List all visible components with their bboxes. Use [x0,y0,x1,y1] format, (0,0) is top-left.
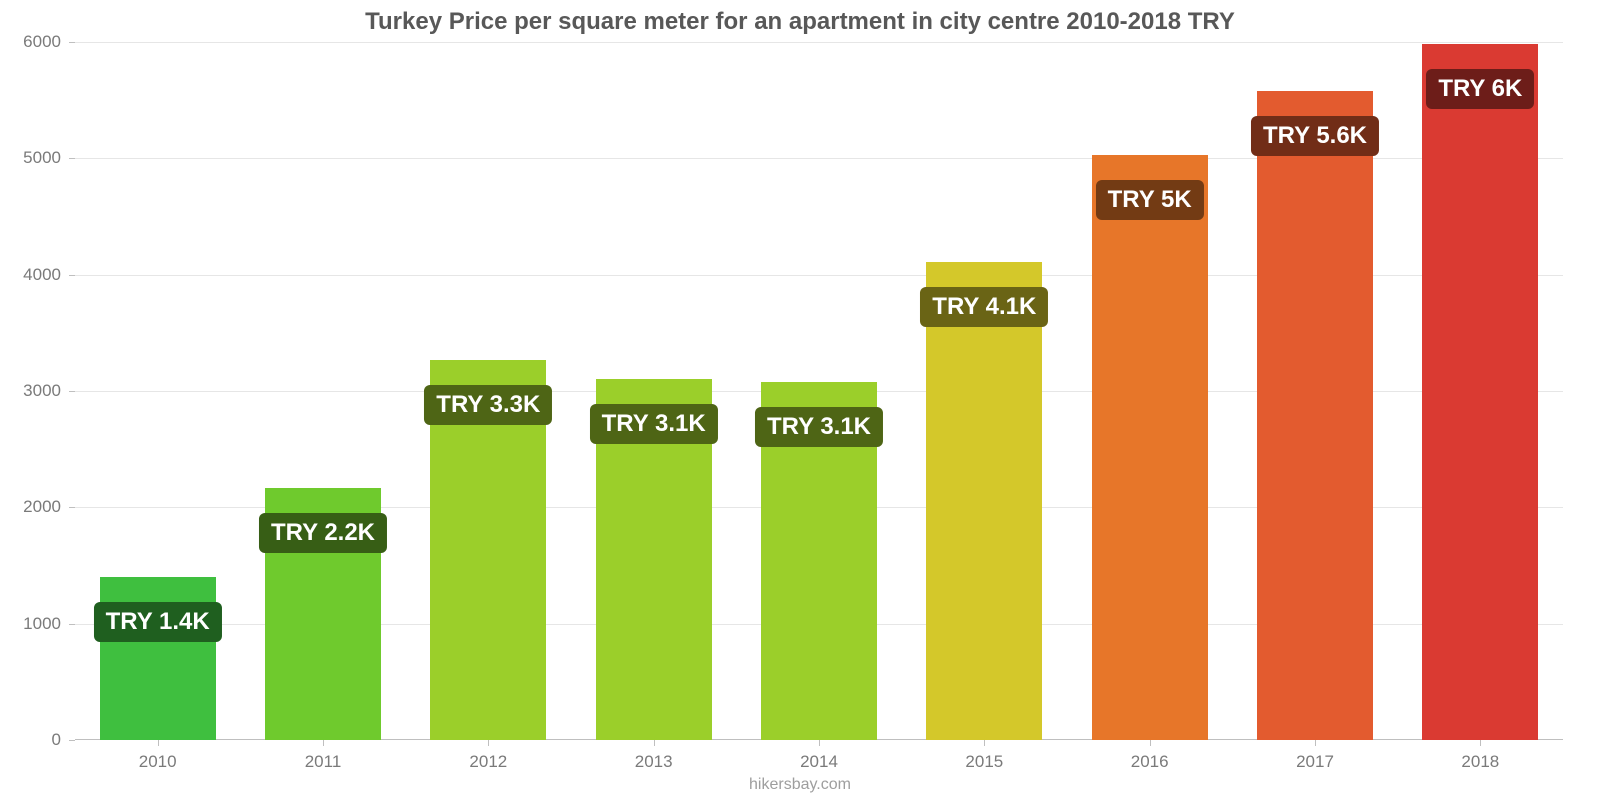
source-credit: hikersbay.com [0,776,1600,794]
bar-value-label: TRY 5.6K [1251,116,1379,156]
bar-value-label: TRY 1.4K [94,602,222,642]
bar-value-label: TRY 4.1K [920,287,1048,327]
bar [1422,44,1538,740]
y-tick-label: 3000 [23,381,75,401]
x-tick-label: 2015 [965,740,1003,772]
x-tick-label: 2012 [469,740,507,772]
x-tick-label: 2013 [635,740,673,772]
y-tick-label: 5000 [23,148,75,168]
bar [1092,155,1208,740]
y-tick-label: 4000 [23,265,75,285]
x-tick-label: 2011 [305,740,342,772]
y-tick-label: 0 [52,730,75,750]
y-tick-label: 6000 [23,32,75,52]
y-tick-label: 1000 [23,614,75,634]
bar-value-label: TRY 3.1K [755,407,883,447]
bar-value-label: TRY 3.3K [424,385,552,425]
x-tick-label: 2014 [800,740,838,772]
x-tick-label: 2017 [1296,740,1334,772]
gridline [75,42,1563,43]
x-tick-label: 2010 [139,740,177,772]
x-tick-label: 2018 [1461,740,1499,772]
y-tick-label: 2000 [23,497,75,517]
bar-value-label: TRY 2.2K [259,513,387,553]
bar-value-label: TRY 6K [1426,69,1534,109]
bar-value-label: TRY 3.1K [590,404,718,444]
x-tick-label: 2016 [1131,740,1169,772]
chart-title: Turkey Price per square meter for an apa… [0,8,1600,36]
bar [1257,91,1373,740]
plot-area: 01000200030004000500060002010TRY 1.4K201… [75,42,1563,740]
bar [926,262,1042,740]
bar-value-label: TRY 5K [1096,180,1204,220]
